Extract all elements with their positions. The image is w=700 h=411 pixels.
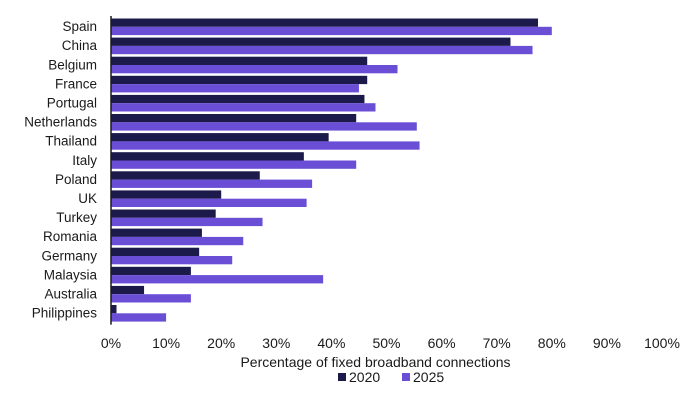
bar-2025-italy: [111, 160, 357, 169]
bar-2025-france: [111, 84, 359, 93]
bar-2025-belgium: [111, 65, 398, 74]
legend-label-2020: 2020: [349, 369, 380, 385]
bar-2025-romania: [111, 236, 244, 246]
x-tick-label: 0%: [101, 335, 121, 351]
bar-2025-philippines: [111, 313, 167, 322]
bar-2025-netherlands: [111, 122, 417, 131]
category-label-philippines: Philippines: [32, 306, 98, 321]
legend-swatch-2020: [338, 373, 346, 381]
bar-2020-philippines: [111, 305, 117, 314]
x-tick-label: 30%: [262, 335, 290, 351]
category-label-malaysia: Malaysia: [44, 267, 98, 282]
bar-2020-france: [111, 75, 368, 85]
bar-2020-portugal: [111, 94, 365, 104]
bar-2025-germany: [111, 256, 233, 265]
category-label-china: China: [62, 38, 98, 53]
category-label-romania: Romania: [43, 229, 98, 244]
x-tick-label: 60%: [428, 335, 456, 351]
bar-2020-romania: [111, 228, 202, 237]
legend-label-2025: 2025: [413, 369, 444, 385]
bar-2025-portugal: [111, 103, 376, 112]
category-label-france: France: [55, 76, 97, 91]
bar-2020-australia: [111, 285, 145, 295]
bars-group: [111, 18, 552, 322]
category-label-spain: Spain: [62, 19, 97, 34]
bar-2020-malaysia: [111, 266, 191, 276]
bar-2020-belgium: [111, 56, 368, 65]
bar-2020-germany: [111, 247, 200, 256]
legend-swatch-2025: [402, 373, 410, 381]
bar-2025-australia: [111, 294, 191, 303]
bar-2025-uk: [111, 198, 307, 207]
x-tick-label: 100%: [644, 335, 680, 351]
bar-2025-thailand: [111, 141, 420, 150]
bar-2025-turkey: [111, 217, 263, 227]
x-tick-labels: 0% 10% 20% 30% 40% 50% 60% 70% 80% 90% 100%: [101, 335, 680, 351]
x-axis-title: Percentage of fixed broadband connection…: [240, 354, 510, 370]
x-tick-label: 10%: [152, 335, 180, 351]
x-tick-label: 80%: [538, 335, 566, 351]
bar-2020-netherlands: [111, 114, 357, 123]
category-label-uk: UK: [78, 191, 97, 206]
bar-2020-uk: [111, 190, 222, 199]
x-tick-label: 70%: [483, 335, 511, 351]
x-tick-label: 50%: [372, 335, 400, 351]
category-label-italy: Italy: [72, 153, 97, 168]
bar-2020-italy: [111, 152, 304, 161]
category-label-australia: Australia: [44, 286, 97, 301]
bar-2025-china: [111, 45, 533, 55]
bar-2020-spain: [111, 18, 539, 27]
bar-2020-poland: [111, 171, 260, 180]
x-tick-label: 40%: [317, 335, 345, 351]
category-label-germany: Germany: [41, 248, 97, 263]
legend: 2020 2025: [338, 369, 444, 385]
bar-2020-thailand: [111, 133, 329, 142]
category-label-poland: Poland: [55, 172, 97, 187]
category-label-thailand: Thailand: [45, 134, 97, 149]
x-tick-label: 20%: [207, 335, 235, 351]
category-label-portugal: Portugal: [47, 95, 97, 110]
category-label-belgium: Belgium: [48, 57, 97, 72]
bar-2025-poland: [111, 179, 313, 188]
category-label-netherlands: Netherlands: [24, 115, 97, 130]
category-label-turkey: Turkey: [56, 210, 97, 225]
bar-2020-turkey: [111, 209, 216, 218]
bar-2025-malaysia: [111, 275, 324, 284]
bar-2025-spain: [111, 26, 552, 36]
category-labels: Spain China Belgium France Portugal Netherlan…: [24, 19, 98, 321]
x-tick-label: 90%: [593, 335, 621, 351]
bar-2020-china: [111, 37, 511, 46]
